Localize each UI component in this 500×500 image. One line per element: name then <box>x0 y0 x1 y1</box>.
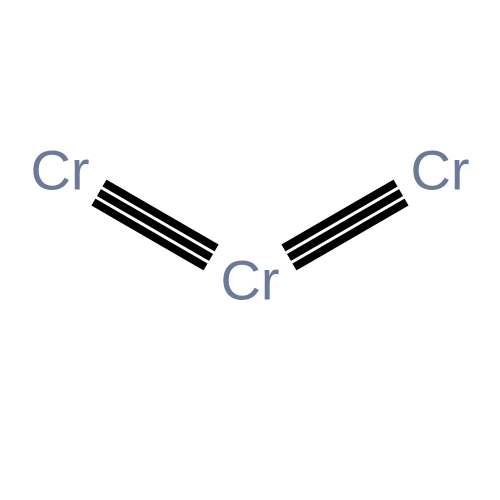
atom-cr-right: Cr <box>410 138 469 203</box>
atom-cr-center: Cr <box>220 248 279 313</box>
molecule-diagram: Cr Cr Cr <box>0 0 500 500</box>
bond-line <box>289 193 401 258</box>
atom-cr-left: Cr <box>30 138 89 203</box>
bond-line <box>99 193 211 258</box>
